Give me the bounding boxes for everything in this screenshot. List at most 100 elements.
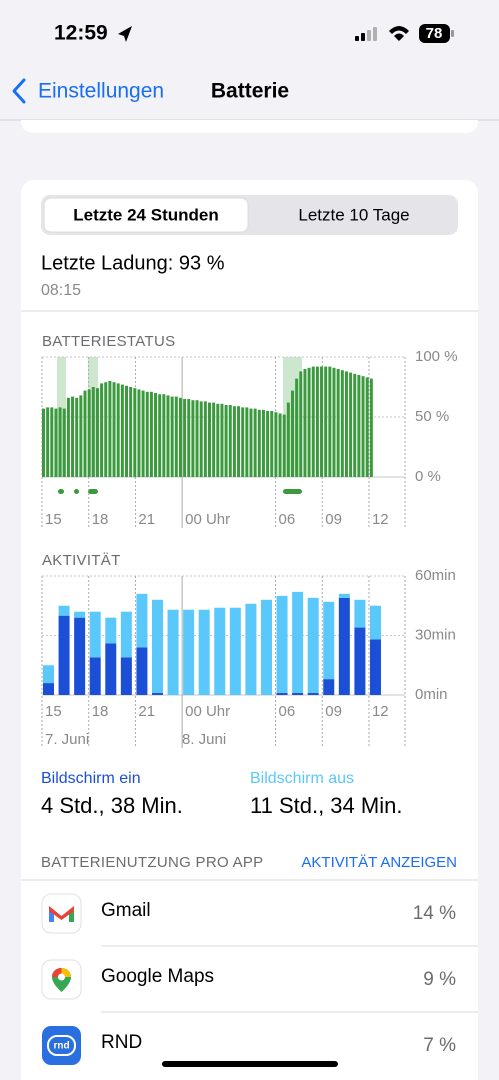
- battery-bar: [249, 408, 253, 477]
- date-label: 7. Juni: [45, 731, 89, 748]
- gmail-icon: [41, 893, 82, 934]
- battery-tip: [451, 30, 454, 37]
- battery-bar: [104, 382, 108, 477]
- activity-bar: [276, 595, 288, 694]
- battery-bar: [315, 366, 319, 477]
- activity-bar: [338, 597, 350, 695]
- legend-on: Bildschirm ein: [41, 770, 141, 787]
- back-button[interactable]: Einstellungen: [38, 80, 164, 103]
- battery-bar: [133, 388, 137, 477]
- activity-bar: [58, 615, 70, 695]
- battery-bar: [282, 414, 286, 477]
- activity-bar: [105, 617, 117, 644]
- y-tick-label: 50 %: [415, 408, 449, 425]
- battery-bar: [340, 370, 344, 477]
- battery-bar: [237, 406, 241, 477]
- app-usage: 7 %: [423, 1035, 456, 1056]
- x-tick-label: 21: [138, 511, 155, 528]
- battery-bar: [332, 367, 336, 477]
- back-chevron[interactable]: [12, 78, 26, 104]
- activity-bar: [354, 627, 366, 695]
- battery-bar: [166, 395, 170, 477]
- y-tick-label: 0min: [415, 686, 448, 703]
- x-tick-label: 18: [92, 703, 109, 720]
- battery-level: 78: [426, 25, 443, 42]
- battery-bar: [162, 394, 166, 477]
- battery-bar: [195, 400, 199, 477]
- section-header: BATTERIENUTZUNG PRO APP: [41, 854, 263, 871]
- battery-bar: [286, 402, 290, 477]
- activity-bar: [183, 609, 195, 695]
- battery-bar: [95, 388, 99, 477]
- battery-bar: [116, 383, 120, 477]
- x-tick-label: 09: [325, 703, 342, 720]
- activity-bar: [89, 657, 101, 695]
- battery-bar: [245, 407, 249, 477]
- y-tick-label: 100 %: [415, 348, 458, 365]
- activity-bar: [74, 611, 86, 618]
- battery-bar: [46, 407, 50, 477]
- location-icon: [118, 26, 132, 42]
- battery-bar: [208, 402, 211, 477]
- activity-bar: [136, 647, 148, 695]
- show-activity[interactable]: AKTIVITÄT ANZEIGEN: [301, 854, 457, 871]
- x-tick-label: 00 Uhr: [185, 511, 230, 528]
- battery-bar: [158, 394, 162, 477]
- battery-bar: [369, 378, 373, 477]
- battery-bar: [266, 411, 270, 477]
- x-tick-label: 18: [92, 511, 109, 528]
- wifi-icon: [389, 26, 409, 41]
- last-charge-time: 08:15: [41, 282, 81, 299]
- battery-bar: [295, 378, 299, 477]
- activity-bar: [151, 599, 163, 694]
- battery-bar: [50, 407, 54, 477]
- battery-bar: [278, 413, 282, 477]
- activity-bar: [151, 693, 163, 695]
- activity-chart: 0min 30min 60min 15 18 21 00 Uhr 06 09 12: [41, 567, 456, 748]
- battery-bar: [320, 366, 324, 477]
- battery-bar: [357, 375, 361, 477]
- battery-bar: [361, 376, 365, 477]
- activity-bar: [198, 609, 210, 695]
- activity-bar: [214, 607, 226, 695]
- signal-icon: [355, 27, 377, 41]
- battery-bar: [291, 390, 294, 477]
- segment[interactable]: Letzte 24 Stunden: [73, 205, 218, 224]
- x-tick-label: 06: [279, 511, 296, 528]
- battery-bar: [79, 395, 83, 477]
- battery-bar: [344, 371, 348, 477]
- home-indicator: [162, 1061, 338, 1067]
- battery-bar: [270, 411, 274, 477]
- battery-bar: [145, 391, 149, 477]
- activity-bar: [58, 605, 70, 616]
- activity-bar: [120, 657, 132, 695]
- activity-bar: [167, 609, 179, 695]
- app-usage: 14 %: [413, 903, 456, 924]
- battery-bar: [228, 405, 232, 477]
- battery-bar: [87, 389, 91, 477]
- date-label: 8. Juni: [182, 731, 226, 748]
- chart-title: BATTERIESTATUS: [42, 333, 175, 350]
- battery-bar: [54, 408, 58, 477]
- segment[interactable]: Letzte 10 Tage: [298, 205, 409, 224]
- activity-bar: [354, 599, 366, 628]
- battery-bar: [311, 366, 315, 477]
- x-tick-label: 15: [45, 703, 62, 720]
- activity-bar: [120, 611, 132, 658]
- battery-bar: [241, 407, 245, 477]
- x-tick-label: 15: [45, 511, 62, 528]
- icon-glyph: rnd: [53, 1041, 69, 1052]
- battery-bar: [349, 372, 353, 477]
- battery-bar: [66, 397, 70, 477]
- battery-bar: [71, 396, 75, 477]
- battery-bar: [328, 366, 332, 477]
- battery-bar: [299, 371, 303, 477]
- x-tick-label: 09: [325, 511, 342, 528]
- x-tick-label: 00 Uhr: [185, 703, 230, 720]
- battery-bar: [216, 403, 220, 477]
- activity-bar: [307, 597, 319, 694]
- rnd-icon: rnd: [42, 1026, 81, 1065]
- segment-selected[interactable]: [43, 197, 249, 233]
- x-tick-label: 12: [372, 703, 389, 720]
